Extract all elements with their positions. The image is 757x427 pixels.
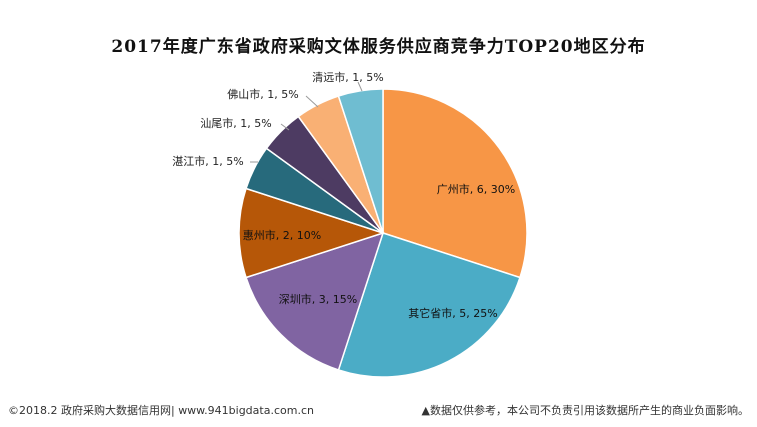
pie-slice-4 (238, 187, 386, 279)
leader-line-8 (357, 81, 363, 92)
pie-slice-1 (382, 88, 528, 279)
slice-label-2: 其它省市, 5, 25% (408, 306, 497, 320)
pie-leader-lines (250, 81, 363, 163)
leader-line-7 (305, 95, 319, 108)
pie-slice-8 (337, 88, 384, 234)
slice-label-5: 湛江市, 1, 5% (172, 154, 243, 168)
pie-chart: 广州市, 6, 30% 其它省市, 5, 25% 深圳市, 3, 15% 惠州市, 2… (172, 70, 528, 378)
slice-label-8: 清远市, 1, 5% (312, 70, 383, 84)
slice-label-7: 佛山市, 1, 5% (227, 87, 298, 101)
slice-label-1: 广州市, 6, 30% (437, 182, 515, 196)
footer-copyright: ©2018.2 政府采购大数据信用网| www.941bigdata.com.c… (8, 404, 314, 417)
pie-slice-2 (337, 232, 521, 378)
footer-disclaimer: ▲数据仅供参考，本公司不负责引用该数据所产生的商业负面影响。 (421, 404, 749, 417)
slice-label-4: 惠州市, 2, 10% (243, 228, 321, 242)
pie-slices (238, 88, 528, 378)
pie-labels: 广州市, 6, 30% 其它省市, 5, 25% 深圳市, 3, 15% 惠州市, 2… (172, 70, 515, 320)
leader-line-6 (280, 123, 290, 131)
slice-label-3: 深圳市, 3, 15% (279, 292, 357, 306)
slice-label-6: 汕尾市, 1, 5% (200, 116, 271, 130)
pie-slice-3 (245, 231, 385, 371)
chart-title: 2017年度广东省政府采购文体服务供应商竞争力TOP20地区分布 (111, 37, 646, 57)
